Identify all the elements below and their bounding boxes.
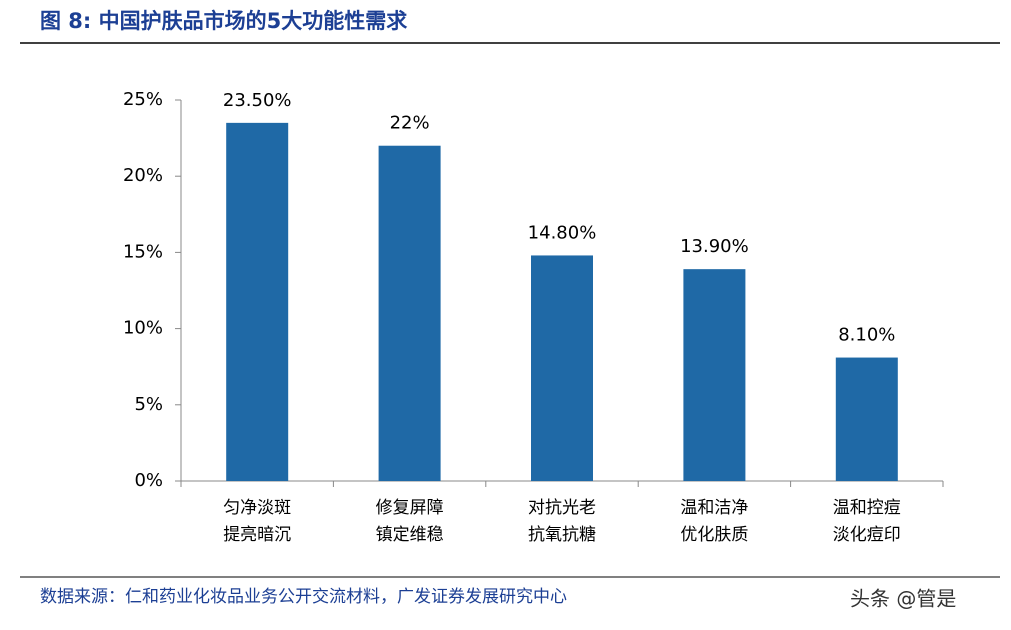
value-label: 14.80%	[528, 222, 597, 243]
value-label: 22%	[390, 113, 430, 134]
y-tick-label: 5%	[134, 394, 163, 415]
x-tick-label: 温和洁净	[680, 498, 748, 518]
y-tick-label: 25%	[123, 89, 163, 110]
chart-title: 图 8: 中国护肤品市场的5大功能性需求	[40, 9, 407, 33]
watermark: 头条 @管是	[850, 587, 956, 611]
value-label: 13.90%	[680, 236, 749, 257]
x-tick-label: 优化肤质	[680, 525, 748, 545]
x-tick-label: 对抗光老	[528, 498, 596, 518]
x-tick-label: 淡化痘印	[833, 525, 901, 545]
bar	[683, 269, 746, 481]
bar	[378, 145, 441, 481]
x-tick-label: 提亮暗沉	[223, 525, 291, 545]
bar	[835, 357, 898, 481]
y-tick-label: 20%	[123, 165, 163, 186]
x-tick-label: 修复屏障	[376, 498, 444, 518]
value-label: 23.50%	[223, 90, 292, 111]
value-label: 8.10%	[838, 325, 895, 346]
x-tick-label: 匀净淡斑	[223, 498, 291, 518]
x-tick-label: 温和控痘	[833, 498, 901, 518]
bar	[226, 122, 289, 482]
bar	[531, 255, 593, 481]
x-tick-label: 抗氧抗糖	[528, 525, 596, 545]
y-tick-label: 15%	[123, 241, 163, 262]
y-tick-label: 10%	[123, 318, 163, 339]
source: 数据来源：仁和药业化妆品业务公开交流材料，广发证券发展研究中心	[40, 587, 567, 607]
y-tick-label: 0%	[134, 470, 163, 491]
x-tick-label: 镇定维稳	[376, 525, 444, 545]
